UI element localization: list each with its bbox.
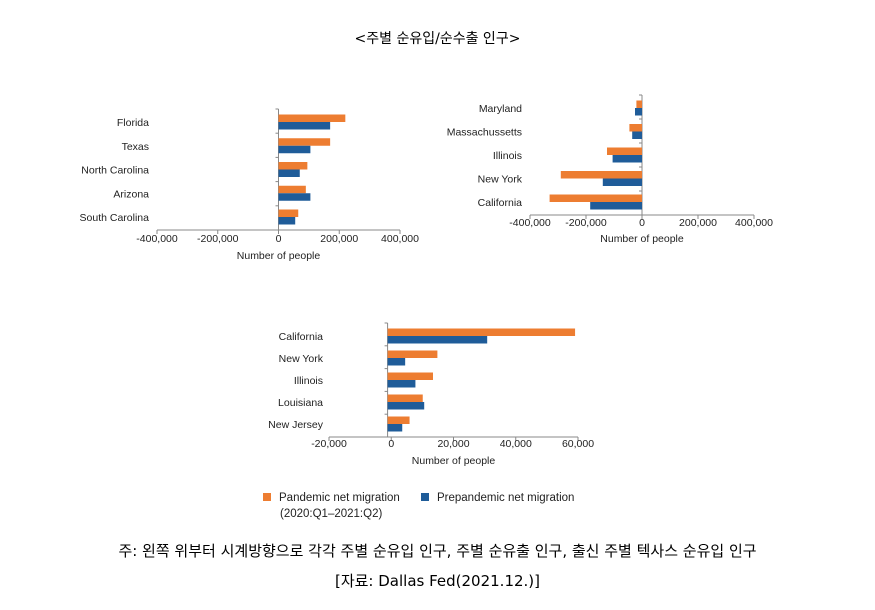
source-citation: [자료: Dallas Fed(2021.12.)] (334, 572, 541, 590)
x-tick-label: 0 (639, 217, 645, 229)
bar-pandemic (387, 416, 410, 424)
page-title: <주별 순유입/순수출 인구> (354, 31, 521, 47)
bar-prepandemic (387, 358, 406, 366)
category-label: Illinois (493, 150, 522, 162)
bar-pandemic (549, 194, 642, 202)
legend-item-pandemic: Pandemic net migration (263, 492, 400, 504)
x-axis-title: Number of people (412, 455, 496, 467)
category-label: Texas (122, 141, 149, 153)
bar-prepandemic (632, 131, 642, 139)
category-label: Florida (117, 117, 149, 129)
x-axis-title: Number of people (600, 233, 684, 245)
x-tick-label: -400,000 (509, 217, 551, 229)
bar-prepandemic (590, 202, 642, 210)
x-tick-label: 400,000 (735, 217, 773, 229)
legend-swatch-pandemic (263, 493, 271, 501)
bar-prepandemic (635, 108, 642, 116)
bar-pandemic (278, 138, 331, 146)
category-label: North Carolina (81, 165, 149, 177)
bar-pandemic (629, 124, 642, 132)
bar-prepandemic (612, 155, 642, 163)
bar-prepandemic (387, 424, 403, 432)
category-label: New Jersey (268, 419, 324, 431)
x-tick-label: 60,000 (562, 438, 594, 450)
legend-swatch-prepandemic (421, 493, 429, 501)
x-tick-label: 200,000 (679, 217, 717, 229)
bar-pandemic (387, 372, 433, 380)
category-label: Massachussetts (447, 127, 522, 139)
legend-label-pandemic: Pandemic net migration (279, 492, 400, 504)
bar-pandemic (607, 147, 642, 155)
bar-pandemic (387, 328, 576, 336)
bar-prepandemic (387, 336, 488, 344)
legend-label-prepandemic: Prepandemic net migration (437, 492, 575, 504)
bar-prepandemic (278, 193, 311, 201)
x-axis-title: Number of people (237, 250, 321, 262)
bar-pandemic (278, 162, 308, 170)
legend-item-prepandemic: Prepandemic net migration (421, 492, 574, 504)
category-label: Louisiana (278, 397, 323, 409)
x-tick-label: -400,000 (136, 233, 178, 245)
bar-prepandemic (387, 380, 416, 388)
legend-period-pandemic: (2020:Q1–2021:Q2) (280, 508, 383, 520)
bar-prepandemic (278, 122, 331, 130)
category-label: California (478, 197, 523, 209)
bar-pandemic (636, 100, 642, 108)
x-tick-label: 0 (388, 438, 394, 450)
category-label: Illinois (294, 375, 323, 387)
x-tick-label: 0 (276, 233, 282, 245)
bar-prepandemic (278, 217, 296, 225)
x-tick-label: -200,000 (565, 217, 607, 229)
bar-pandemic (278, 185, 306, 194)
bar-pandemic (387, 350, 438, 358)
category-label: California (279, 331, 324, 343)
bar-pandemic (278, 114, 346, 122)
x-tick-label: 40,000 (500, 438, 532, 450)
category-label: New York (279, 353, 324, 365)
footnote: 주: 왼쪽 위부터 시계방향으로 각각 주별 순유입 인구, 주별 순유출 인구… (118, 542, 757, 560)
bar-prepandemic (602, 178, 642, 186)
x-tick-label: -200,000 (197, 233, 239, 245)
category-label: South Carolina (80, 212, 150, 224)
bar-prepandemic (278, 145, 311, 154)
bar-prepandemic (278, 169, 300, 177)
category-label: Arizona (113, 188, 149, 200)
bar-pandemic (387, 394, 423, 402)
bar-pandemic (560, 171, 642, 179)
x-tick-label: -20,000 (311, 438, 347, 450)
bar-pandemic (278, 209, 299, 217)
category-label: New York (478, 174, 523, 186)
x-tick-label: 20,000 (437, 438, 469, 450)
category-label: Maryland (479, 103, 522, 115)
bar-prepandemic (387, 402, 425, 410)
x-tick-label: 400,000 (381, 233, 419, 245)
x-tick-label: 200,000 (320, 233, 358, 245)
